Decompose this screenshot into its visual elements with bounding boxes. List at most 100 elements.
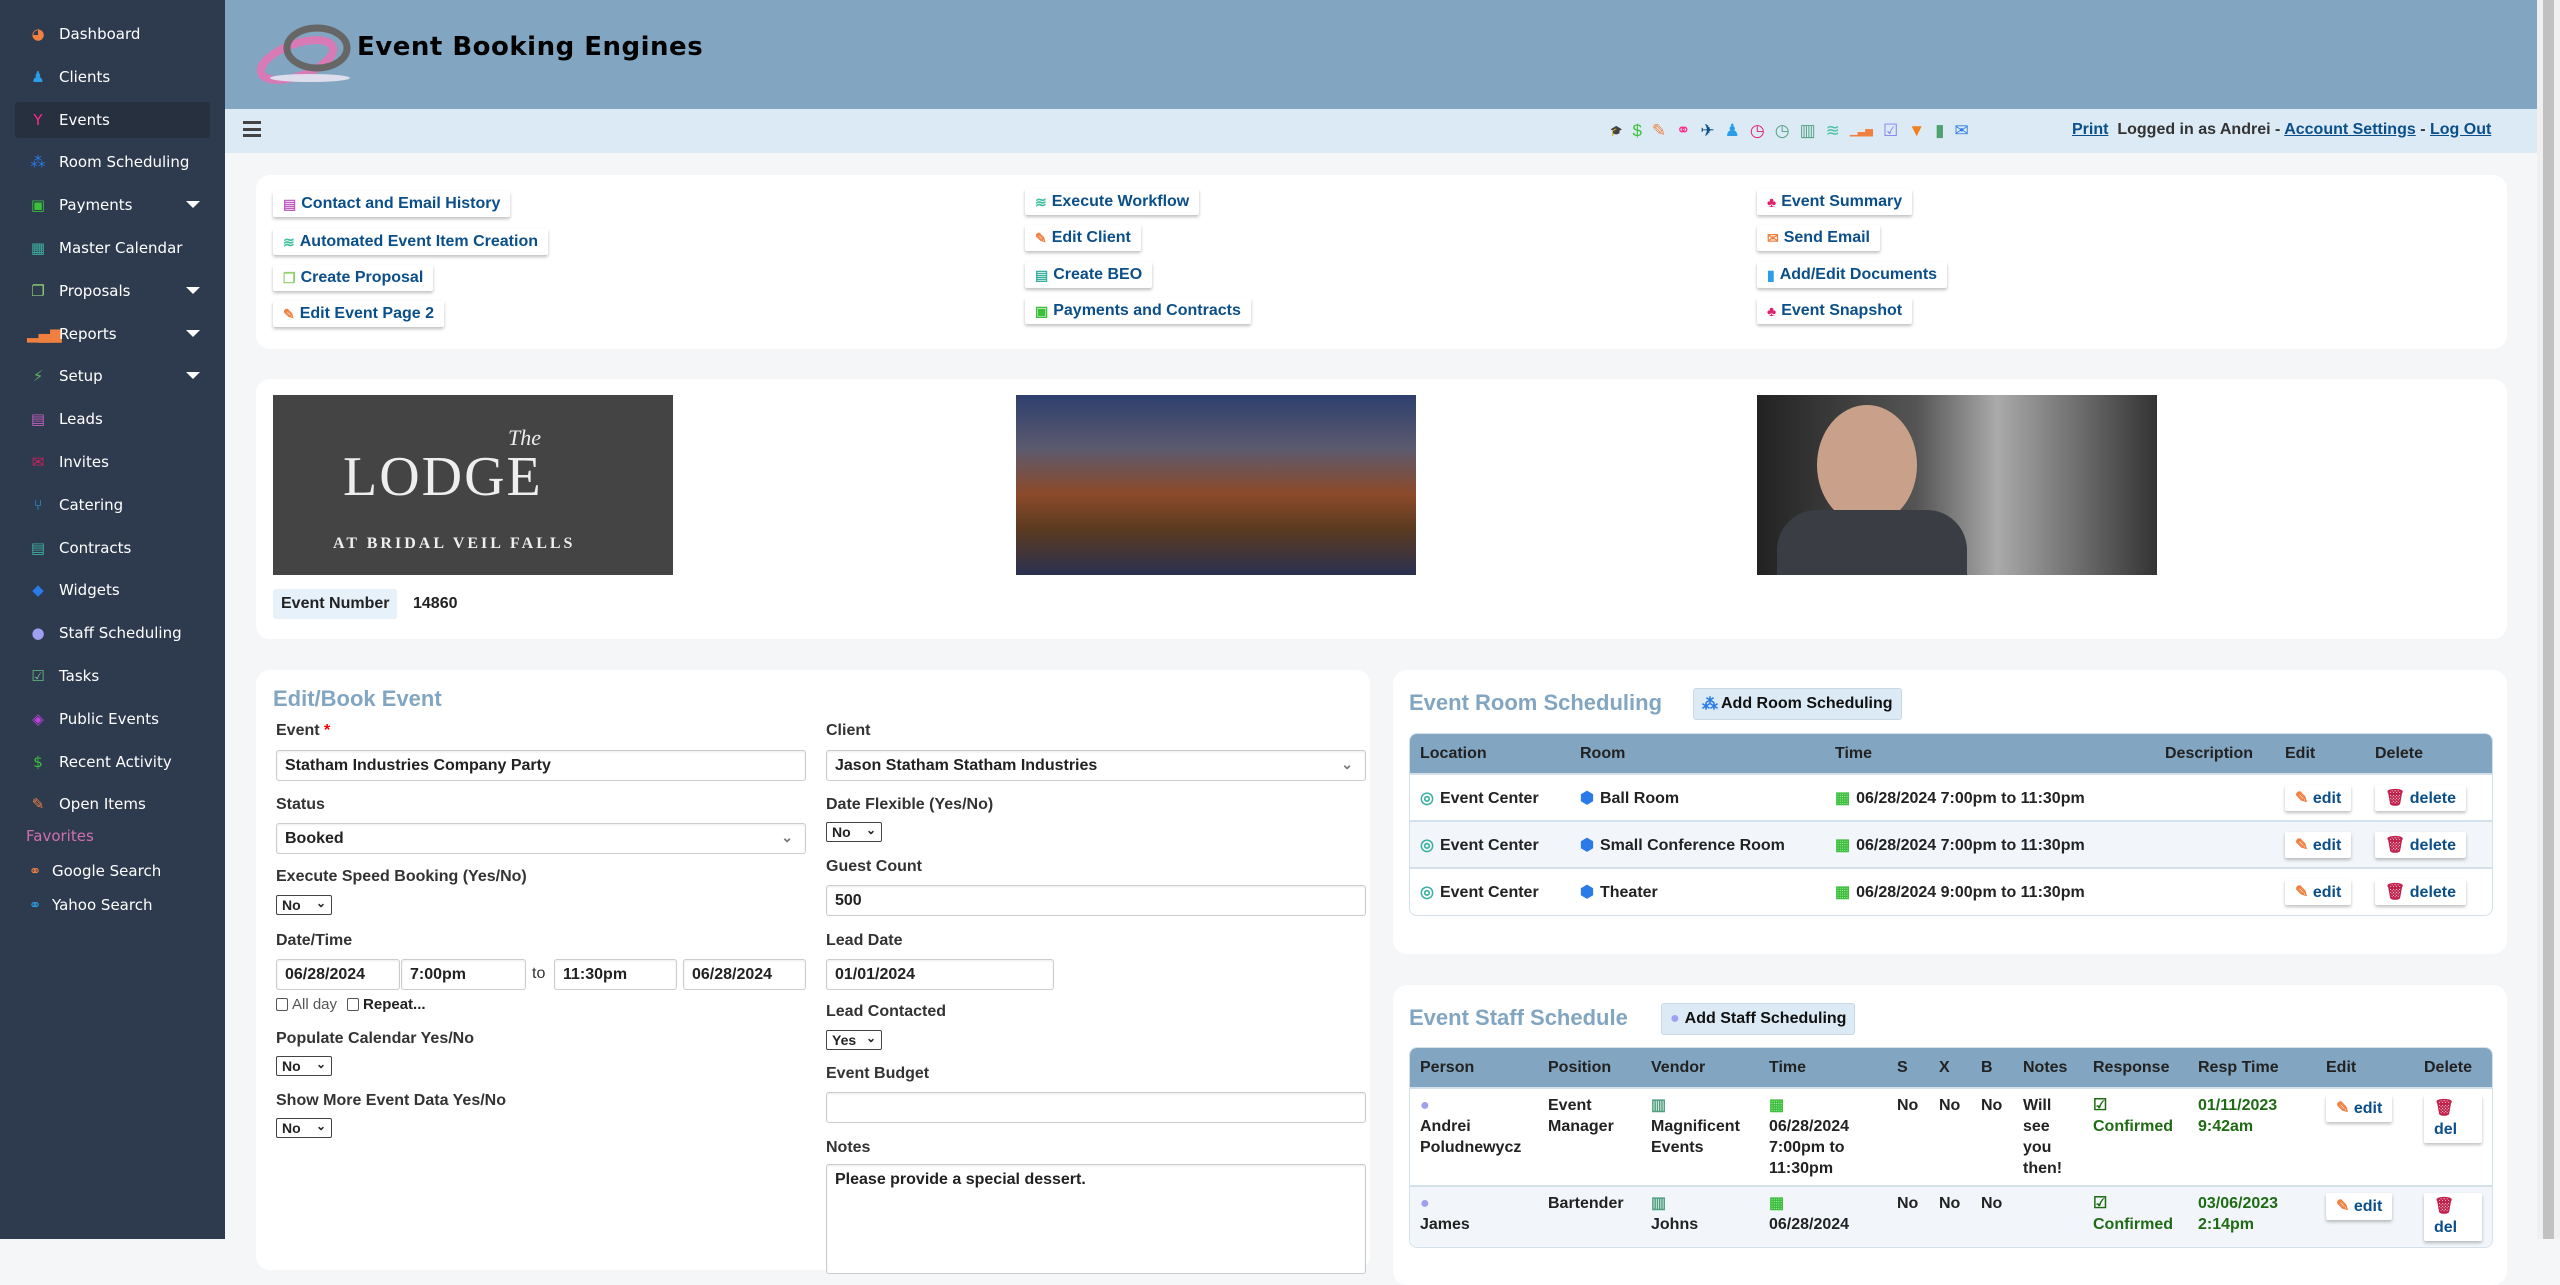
sidebar-item-setup[interactable]: ⚡ Setup: [15, 358, 210, 394]
send-email-button[interactable]: ✉ Send Email: [1757, 225, 1880, 251]
client-select[interactable]: Jason Statham Statham Industries ⌄: [826, 750, 1366, 781]
lead-date-input[interactable]: 01/01/2024: [826, 959, 1054, 990]
populate-calendar-label: Populate Calendar Yes/No: [276, 1030, 474, 1047]
delete-button[interactable]: 🗑 del: [2424, 1193, 2482, 1241]
sidebar: ◕ Dashboard ♟ Clients Y Events ⁂ Room Schedulin…: [0, 0, 225, 1239]
calendar-icon: ▦: [1835, 789, 1851, 807]
event-name-input[interactable]: Statham Industries Company Party: [276, 750, 806, 781]
speed-booking-select[interactable]: No ⌄: [276, 895, 332, 915]
date-flexible-select[interactable]: No ⌄: [826, 822, 882, 842]
envelope-icon[interactable]: ✉: [1954, 121, 1969, 140]
building-icon[interactable]: ▥: [1799, 121, 1816, 140]
repeat-checkbox[interactable]: [347, 998, 360, 1011]
sidebar-item-reports[interactable]: ▂▄▆ Reports: [15, 316, 210, 352]
end-time-input[interactable]: 11:30pm: [554, 959, 677, 990]
link-icon: ⚭: [28, 896, 42, 914]
payments-and-contracts-button[interactable]: ▣ Payments and Contracts: [1025, 298, 1251, 324]
checkbox-icon[interactable]: ☑: [1883, 121, 1899, 140]
money-icon: ▣: [30, 196, 46, 215]
event-budget-label: Event Budget: [826, 1065, 930, 1082]
sidebar-item-contracts[interactable]: ▤ Contracts: [15, 530, 210, 566]
sidebar-item-open-items[interactable]: ✎ Open Items: [15, 786, 210, 822]
table-row: ◎ Event Center ⬢ Ball Room ▦ 06/28/2024 7:00p…: [1410, 773, 2492, 821]
lead-contacted-select[interactable]: Yes ⌄: [826, 1030, 882, 1050]
add-room-scheduling-button[interactable]: ⁂ Add Room Scheduling: [1693, 688, 1902, 720]
create-beo-button[interactable]: ▤ Create BEO: [1025, 262, 1153, 288]
account-settings-link[interactable]: Account Settings: [2284, 121, 2416, 138]
show-more-select[interactable]: No ⌄: [276, 1118, 332, 1138]
logout-link[interactable]: Log Out: [2429, 121, 2492, 138]
delete-button[interactable]: 🗑 delete: [2375, 784, 2467, 811]
start-date-input[interactable]: 06/28/2024: [276, 959, 400, 990]
edit-button[interactable]: ✎ edit: [2326, 1193, 2393, 1220]
sidebar-item-dashboard[interactable]: ◕ Dashboard: [15, 16, 210, 52]
clock-icon[interactable]: ◷: [1749, 121, 1765, 140]
edit-button[interactable]: ✎ edit: [2326, 1095, 2393, 1122]
event-budget-input[interactable]: [826, 1092, 1366, 1123]
status-select[interactable]: Booked ⌄: [276, 823, 806, 854]
graduation-cap-icon[interactable]: 🎓: [1610, 125, 1623, 137]
edit-button[interactable]: ✎ edit: [2285, 784, 2352, 811]
user-icon: ●: [1420, 1097, 1430, 1114]
quick-icons: 🎓 $ ✎ ⚭ ✈ ♟ ◷ ◷ ▥ ≋ ▁▃▅ ☑ ▼ ▮ ✉: [1605, 119, 1974, 143]
sidebar-item-tasks[interactable]: ☑ Tasks: [15, 658, 210, 694]
sidebar-item-clients[interactable]: ♟ Clients: [15, 59, 210, 95]
edit-button[interactable]: ✎ edit: [2285, 879, 2352, 905]
column-header: Response: [2083, 1048, 2188, 1088]
delete-button[interactable]: 🗑 delete: [2375, 879, 2467, 905]
start-time-input[interactable]: 7:00pm: [401, 959, 526, 990]
notes-textarea[interactable]: Please provide a special dessert.: [826, 1164, 1366, 1274]
guest-count-input[interactable]: 500: [826, 885, 1366, 916]
edit-event-page-2-button[interactable]: ✎ Edit Event Page 2: [273, 301, 444, 327]
dollar-icon[interactable]: $: [1632, 121, 1642, 140]
book-icon[interactable]: ▮: [1935, 121, 1945, 140]
link-icon[interactable]: ⚭: [1676, 121, 1691, 140]
contact-and-email-history-button[interactable]: ▤ Contact and Email History: [273, 191, 511, 217]
filter-icon[interactable]: ▼: [1908, 121, 1926, 140]
sidebar-item-room-scheduling[interactable]: ⁂ Room Scheduling: [15, 144, 210, 180]
sidebar-item-leads[interactable]: ▤ Leads: [15, 401, 210, 437]
sidebar-item-proposals[interactable]: ❐ Proposals: [15, 273, 210, 309]
sidebar-item-widgets[interactable]: ◆ Widgets: [15, 572, 210, 608]
create-proposal-button[interactable]: ❐ Create Proposal: [273, 265, 434, 291]
edit-client-button[interactable]: ✎ Edit Client: [1025, 225, 1141, 251]
clock-alt-icon[interactable]: ◷: [1774, 121, 1790, 140]
event-summary-button[interactable]: ♣ Event Summary: [1757, 189, 1913, 215]
add-edit-documents-button[interactable]: ▮ Add/Edit Documents: [1757, 262, 1948, 288]
sidebar-item-events[interactable]: Y Events: [15, 101, 210, 138]
sidebar-item-payments[interactable]: ▣ Payments: [15, 187, 210, 223]
sidebar-item-staff-scheduling[interactable]: ● Staff Scheduling: [15, 615, 210, 651]
hamburger-menu-icon[interactable]: [243, 121, 261, 137]
edit-icon[interactable]: ✎: [1651, 121, 1667, 140]
edit-button[interactable]: ✎ edit: [2285, 831, 2352, 858]
end-date-input[interactable]: 06/28/2024: [683, 959, 806, 990]
delete-button[interactable]: 🗑 delete: [2375, 831, 2467, 858]
add-staff-scheduling-button[interactable]: ● Add Staff Scheduling: [1661, 1003, 1856, 1035]
favorite-google-search[interactable]: ⚭ Google Search: [12, 853, 207, 889]
button-label: Payments and Contracts: [1053, 302, 1241, 319]
resp-time: 01/11/2023 9:42am: [2198, 1097, 2278, 1135]
sidebar-item-recent-activity[interactable]: $ Recent Activity: [15, 744, 210, 780]
description: [2155, 773, 2275, 821]
favorite-yahoo-search[interactable]: ⚭ Yahoo Search: [12, 887, 207, 923]
app-logo[interactable]: [255, 18, 355, 84]
position: Bartender: [1548, 1195, 1624, 1212]
workflow-icon[interactable]: ≋: [1825, 121, 1840, 140]
sidebar-item-public-events[interactable]: ◈ Public Events: [15, 701, 210, 737]
signal-icon[interactable]: ▁▃▅: [1849, 125, 1873, 137]
location-icon: ◎: [1420, 789, 1434, 807]
event-snapshot-button[interactable]: ♣ Event Snapshot: [1757, 298, 1913, 324]
delete-button[interactable]: 🗑 del: [2424, 1095, 2482, 1143]
scrollbar-thumb[interactable]: [2543, 0, 2554, 1239]
sidebar-item-master-calendar[interactable]: ▦ Master Calendar: [15, 230, 210, 266]
plane-icon[interactable]: ✈: [1700, 121, 1715, 140]
print-link[interactable]: Print: [2072, 121, 2109, 138]
person-icon[interactable]: ♟: [1724, 121, 1740, 140]
automated-event-item-creation-button[interactable]: ≋ Automated Event Item Creation: [273, 229, 548, 255]
sidebar-item-invites[interactable]: ✉ Invites: [15, 444, 210, 480]
populate-calendar-select[interactable]: No ⌄: [276, 1056, 332, 1076]
execute-workflow-button[interactable]: ≋ Execute Workflow: [1025, 189, 1200, 215]
notes: Will see you then!: [2023, 1097, 2063, 1177]
sidebar-item-catering[interactable]: ⑂ Catering: [15, 487, 210, 523]
all-day-checkbox[interactable]: [276, 998, 288, 1011]
